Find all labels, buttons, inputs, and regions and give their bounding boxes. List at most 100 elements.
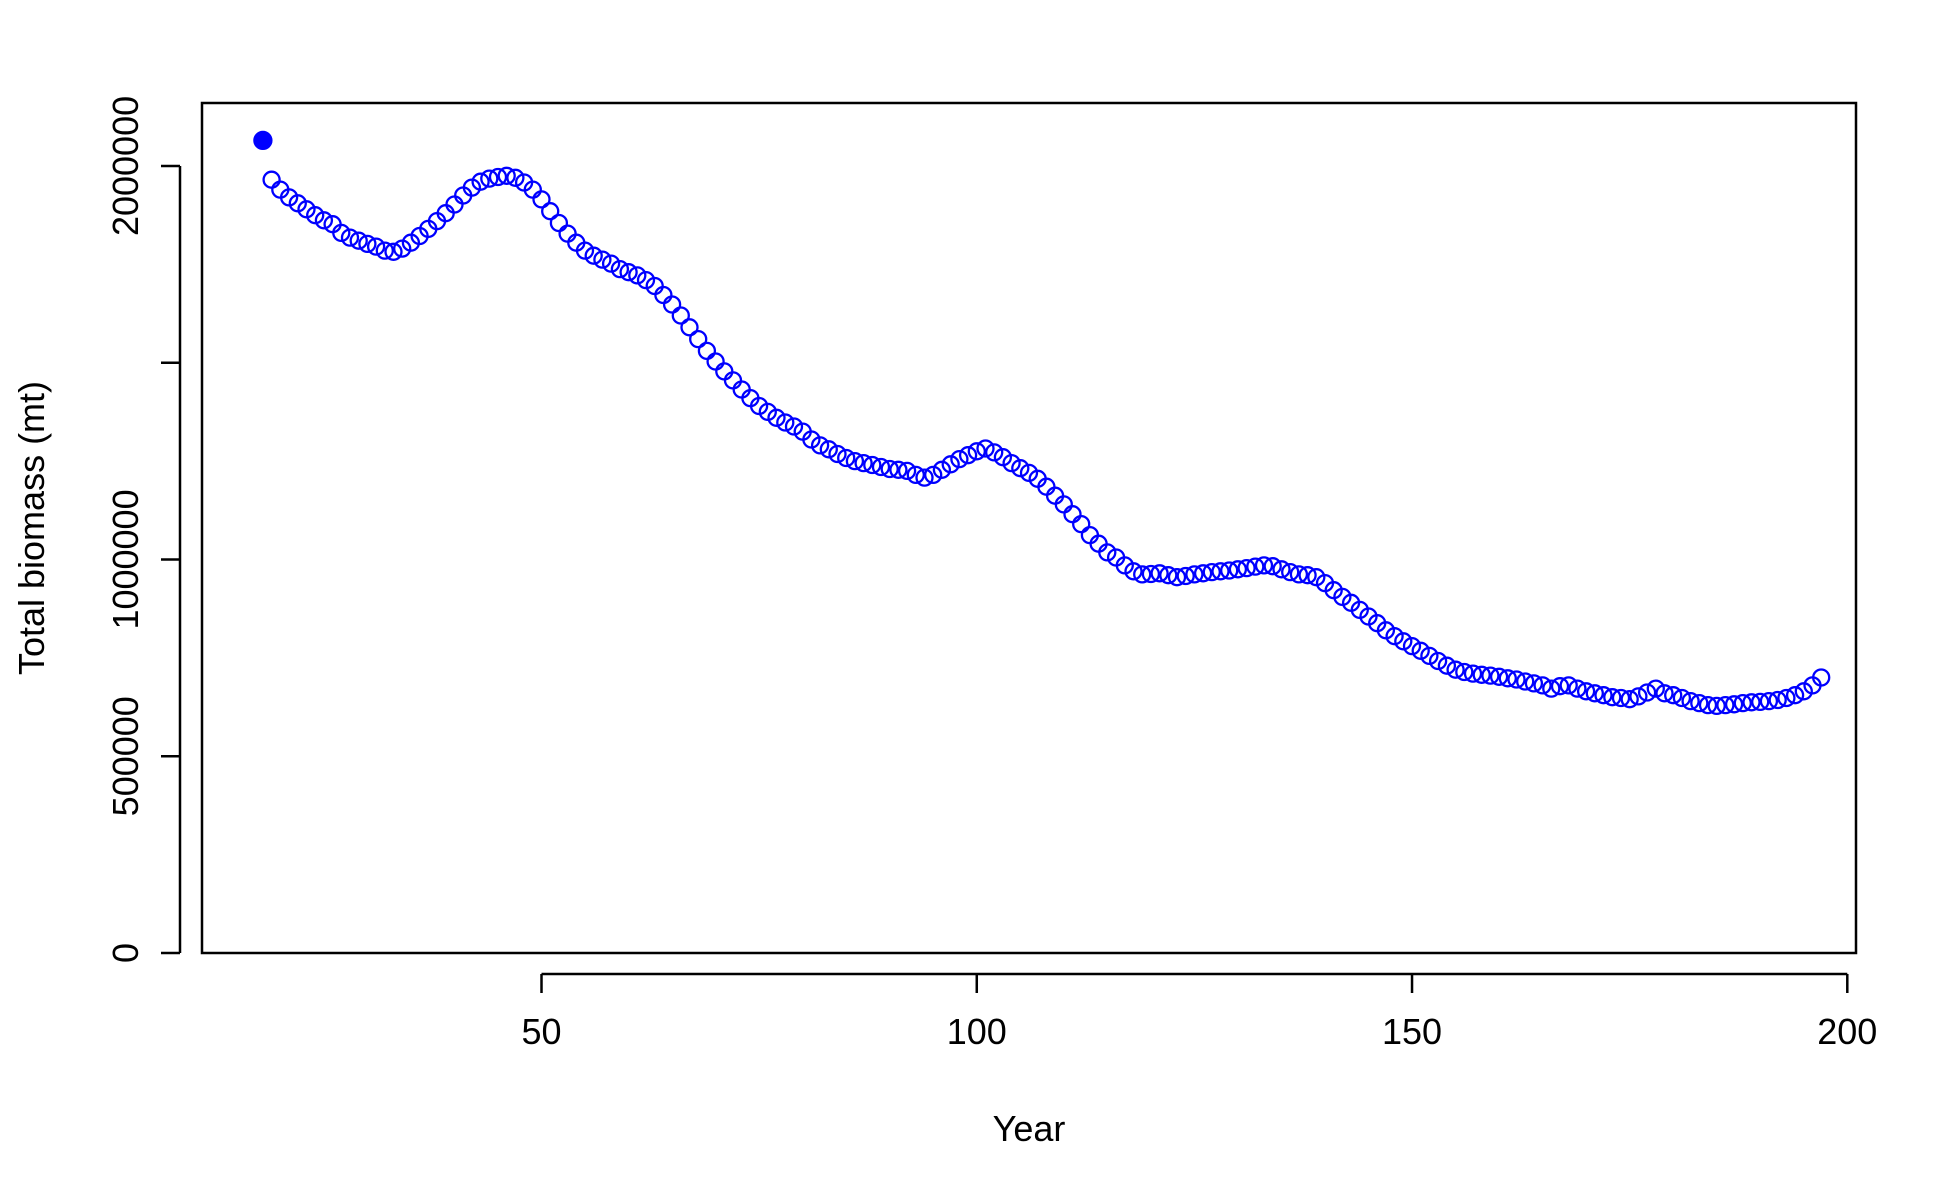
data-point [1411, 641, 1430, 660]
data-point [262, 170, 281, 189]
data-point [1185, 565, 1204, 584]
data-point [1211, 562, 1230, 581]
data-point [1620, 690, 1639, 709]
data-point [889, 460, 908, 479]
data-point [1629, 687, 1648, 706]
data-point [1698, 695, 1718, 715]
data-point [897, 461, 917, 481]
data-point [1777, 688, 1796, 708]
data-point [549, 213, 569, 233]
data-point [1133, 565, 1152, 584]
data-point [854, 453, 873, 473]
data-point [558, 224, 577, 243]
data-point [1707, 696, 1726, 716]
data-point [1011, 459, 1030, 478]
data-point [1167, 568, 1187, 587]
data-point [1098, 543, 1117, 562]
data-point [1402, 636, 1422, 656]
data-point [349, 231, 368, 250]
data-point [784, 417, 804, 436]
data-point [575, 241, 595, 260]
data-point [1420, 646, 1439, 666]
data-point [1481, 666, 1500, 685]
data-point [1672, 688, 1692, 708]
data-point [1812, 668, 1831, 687]
data-point [610, 259, 630, 279]
data-point [1585, 684, 1604, 703]
data-point [967, 442, 986, 461]
x-axis: 50 100 150 200 [521, 972, 1877, 1052]
data-point [1124, 562, 1143, 581]
data-point [1176, 566, 1195, 586]
data-point [445, 195, 464, 214]
plot-frame [200, 101, 1858, 955]
data-point [1568, 679, 1587, 698]
data-point [1159, 566, 1178, 585]
data-point [697, 341, 717, 361]
y-tick-label: 500000 [105, 696, 146, 816]
data-point [1463, 664, 1483, 683]
data-point [1281, 562, 1300, 582]
data-point [845, 451, 865, 471]
y-axis-label: Total biomass (mt) [11, 381, 52, 675]
data-point [1446, 660, 1465, 679]
data-points [253, 130, 1831, 716]
data-point [541, 202, 560, 221]
data-point [1646, 679, 1665, 698]
data-point [1733, 693, 1752, 713]
data-point [950, 449, 969, 469]
data-point [1385, 627, 1404, 646]
data-point [1611, 688, 1631, 708]
data-point [767, 408, 786, 427]
data-point [715, 362, 734, 381]
data-point [924, 465, 943, 485]
data-point [1576, 682, 1596, 701]
x-tick-label: 200 [1817, 1011, 1877, 1052]
data-point [1559, 676, 1578, 695]
data-point [915, 468, 934, 487]
data-point [1742, 693, 1761, 712]
data-point [1220, 561, 1239, 580]
data-point [1063, 505, 1082, 524]
data-point [863, 455, 882, 475]
data-point [985, 443, 1004, 462]
data-point [306, 206, 325, 225]
data-point [1690, 693, 1709, 713]
data-point [1002, 453, 1021, 473]
data-point [819, 440, 838, 459]
data-point [488, 167, 508, 187]
data-point [1228, 560, 1248, 579]
data-point [1237, 558, 1256, 578]
data-point [723, 371, 743, 390]
data-point [584, 246, 603, 265]
data-point [689, 329, 708, 349]
data-point [880, 459, 899, 479]
data-point [1202, 562, 1221, 582]
data-point [828, 444, 847, 464]
data-point [1489, 667, 1509, 686]
data-point [1516, 672, 1535, 691]
data-point [776, 413, 795, 432]
data-point [506, 168, 525, 187]
data-point [1054, 495, 1073, 514]
data-point [1298, 566, 1317, 585]
data-point [871, 457, 891, 477]
data-point [1472, 665, 1491, 684]
data-point [1768, 690, 1787, 710]
data-point [340, 228, 360, 247]
data-point [497, 166, 516, 185]
data-point [1637, 683, 1657, 702]
first-year-point [253, 130, 273, 151]
data-point [384, 242, 403, 261]
x-tick-label: 150 [1382, 1011, 1442, 1052]
data-point [332, 223, 351, 243]
data-point [1498, 669, 1517, 688]
data-point [1072, 514, 1091, 534]
data-point [1664, 686, 1683, 705]
data-point [1289, 565, 1309, 584]
data-point [662, 295, 682, 314]
y-tick-label: 2000000 [105, 96, 146, 236]
data-point [1681, 691, 1700, 711]
data-point [1655, 684, 1674, 703]
